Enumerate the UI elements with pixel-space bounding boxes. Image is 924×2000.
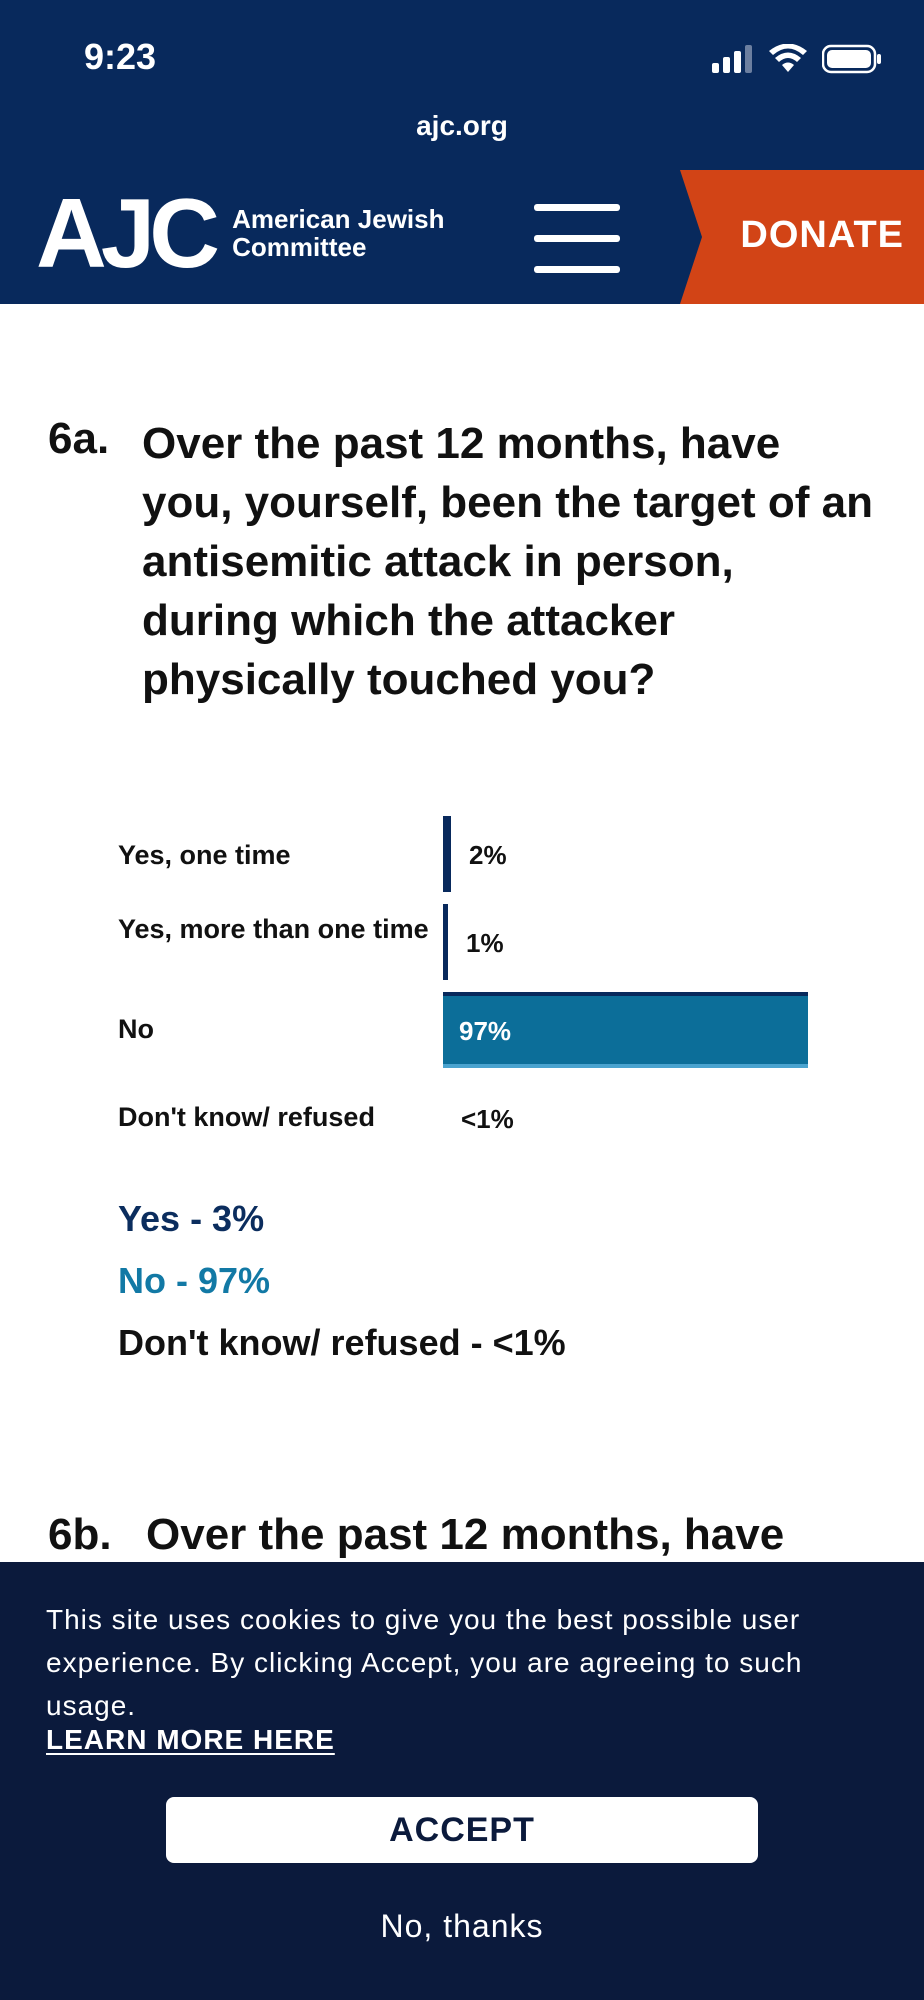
logo-text: American Jewish Committee	[232, 205, 444, 261]
hamburger-menu-icon[interactable]	[534, 204, 620, 274]
chart-value-no: 97%	[459, 1016, 512, 1046]
next-question-number: 6b.	[48, 1510, 112, 1559]
chart-bar-yes-one-time	[443, 816, 451, 892]
chart-value-yes-more-than-one: 1%	[466, 928, 504, 958]
cookie-banner: This site uses cookies to give you the b…	[0, 1562, 924, 2000]
logo-text-line2: Committee	[232, 232, 367, 262]
question-text: Over the past 12 months, have you, yours…	[142, 419, 874, 704]
donate-label: DONATE	[740, 214, 904, 256]
chart-label-dont-know: Don't know/ refused	[118, 1102, 375, 1132]
logo-text-line1: American Jewish	[232, 204, 445, 234]
chart-bar-no	[443, 992, 808, 1068]
question-number: 6a.	[48, 414, 110, 463]
status-time: 9:23	[84, 36, 157, 77]
chart-value-yes-one-time: 2%	[469, 840, 507, 870]
logo-mark: AJC	[36, 178, 220, 288]
learn-more-link[interactable]: LEARN MORE HERE	[46, 1724, 335, 1755]
status-icons	[712, 44, 882, 74]
summary-no: No - 97%	[118, 1260, 271, 1301]
chart-value-dont-know: <1%	[461, 1104, 514, 1134]
cookie-text: This site uses cookies to give you the b…	[46, 1604, 803, 1721]
chart-bar-yes-more-than-one	[443, 904, 448, 980]
url-bar[interactable]: ajc.org	[416, 110, 508, 141]
donate-button[interactable]: DONATE	[680, 170, 924, 304]
summary-dont-know: Don't know/ refused - <1%	[118, 1322, 566, 1363]
chart-label-yes-one-time: Yes, one time	[118, 840, 291, 870]
results-chart: Yes, one time 2% Yes, more than one time…	[0, 812, 924, 1134]
signal-icon	[712, 45, 752, 73]
next-question-text: Over the past 12 months, have	[146, 1510, 785, 1559]
ajc-logo[interactable]: AJC American Jewish Committee	[36, 184, 445, 282]
no-thanks-button[interactable]: No, thanks	[380, 1908, 544, 1944]
wifi-icon	[769, 44, 807, 72]
browser-top-bar: 9:23 ajc.org	[0, 0, 924, 170]
chart-label-yes-more-than-one: Yes, more than one time	[118, 914, 429, 944]
site-header: AJC American Jewish Committee DONATE	[0, 170, 924, 304]
accept-button[interactable]: ACCEPT	[166, 1797, 758, 1863]
summary-yes: Yes - 3%	[118, 1198, 265, 1239]
battery-icon	[822, 44, 881, 74]
chart-label-no: No	[118, 1014, 154, 1044]
